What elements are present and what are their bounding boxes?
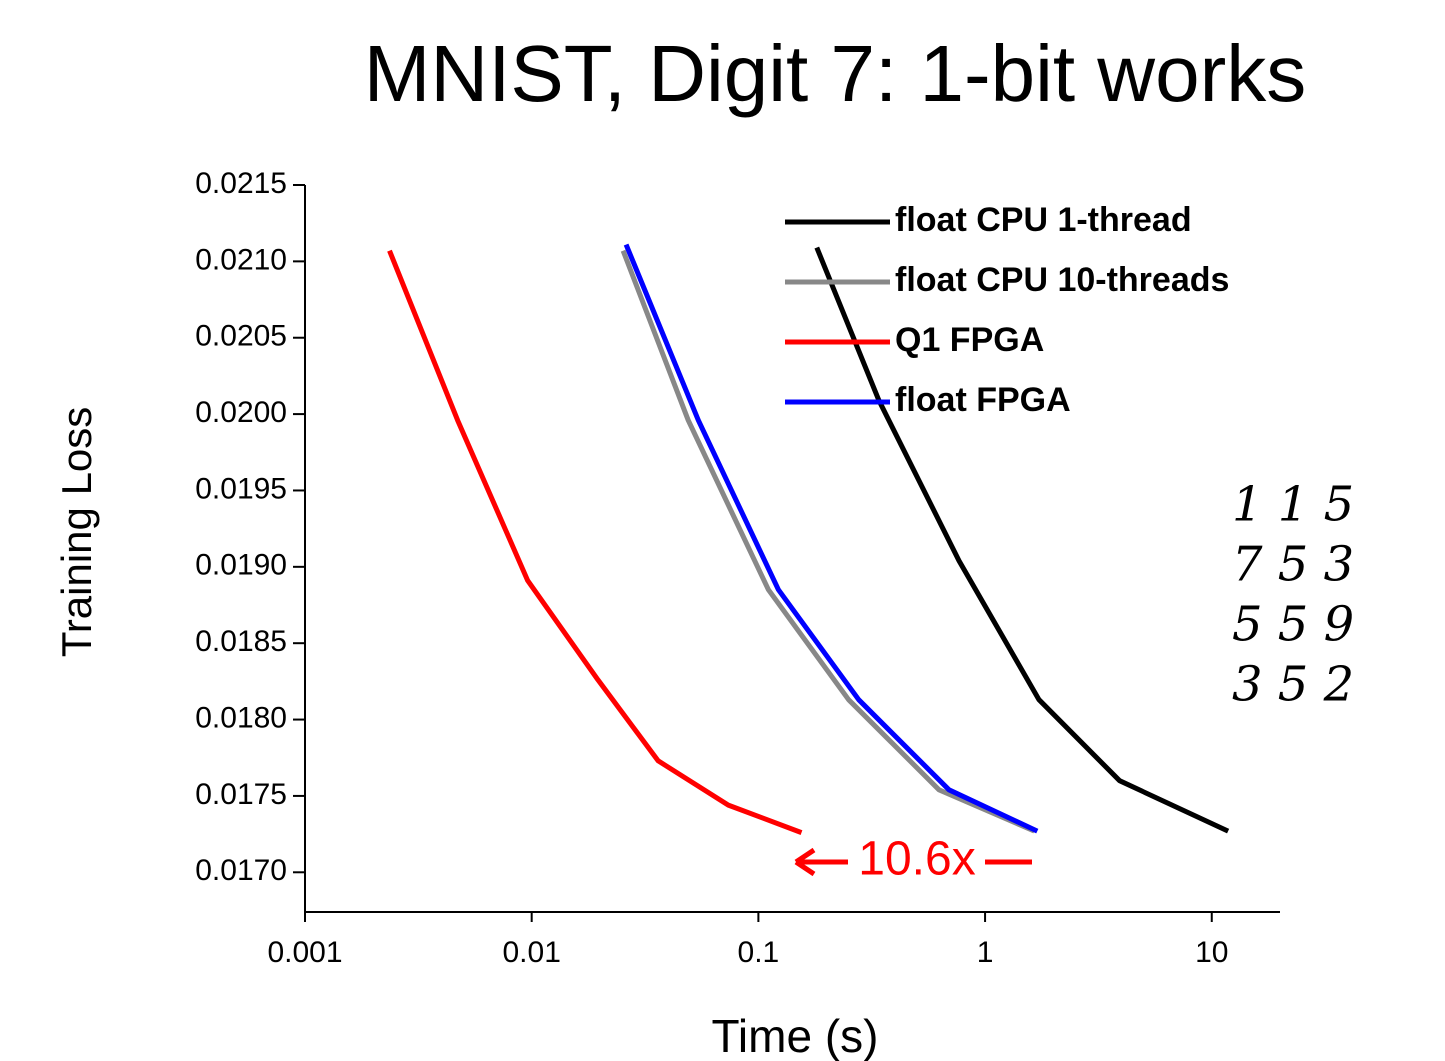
y-tick-label: 0.0215 [195, 167, 287, 200]
legend-label: Q1 FPGA [895, 321, 1044, 359]
y-tick-label: 0.0180 [195, 701, 287, 734]
y-tick-label: 0.0200 [195, 396, 287, 429]
legend-label: float CPU 10-threads [895, 261, 1229, 299]
y-axis-label: Training Loss [53, 407, 100, 658]
mnist-row: 5 5 9 [1232, 597, 1354, 653]
y-tick-label: 0.0210 [195, 243, 287, 276]
x-tick-label: 1 [977, 936, 994, 969]
y-tick-label: 0.0205 [195, 320, 287, 353]
y-tick-label: 0.0175 [195, 778, 287, 811]
x-tick-label: 0.001 [267, 936, 342, 969]
mnist-row: 7 5 3 [1232, 537, 1354, 593]
mnist-samples: 1 1 57 5 35 5 93 5 2 [1232, 477, 1354, 713]
y-tick-label: 0.0190 [195, 549, 287, 582]
chart-title: MNIST, Digit 7: 1-bit works [364, 29, 1306, 118]
y-tick-label: 0.0185 [195, 625, 287, 658]
y-tick-label: 0.0195 [195, 472, 287, 505]
x-tick-label: 10 [1195, 936, 1228, 969]
page: {"chart_data": {"type": "line", "title":… [0, 0, 1445, 1061]
y-tick-label: 0.0170 [195, 854, 287, 887]
slide: MNIST, Digit 7: 1-bit works Time (s) Tra… [0, 0, 1445, 1061]
mnist-row: 1 1 5 [1232, 477, 1354, 533]
legend-label: float FPGA [895, 381, 1071, 419]
x-tick-label: 0.1 [738, 936, 780, 969]
series-line [390, 251, 802, 833]
legend-label: float CPU 1-thread [895, 201, 1192, 239]
x-tick-label: 0.01 [502, 936, 560, 969]
x-axis-label: Time (s) [712, 1010, 879, 1061]
annotation: 10.6x [858, 833, 975, 886]
mnist-row: 3 5 2 [1232, 657, 1354, 713]
